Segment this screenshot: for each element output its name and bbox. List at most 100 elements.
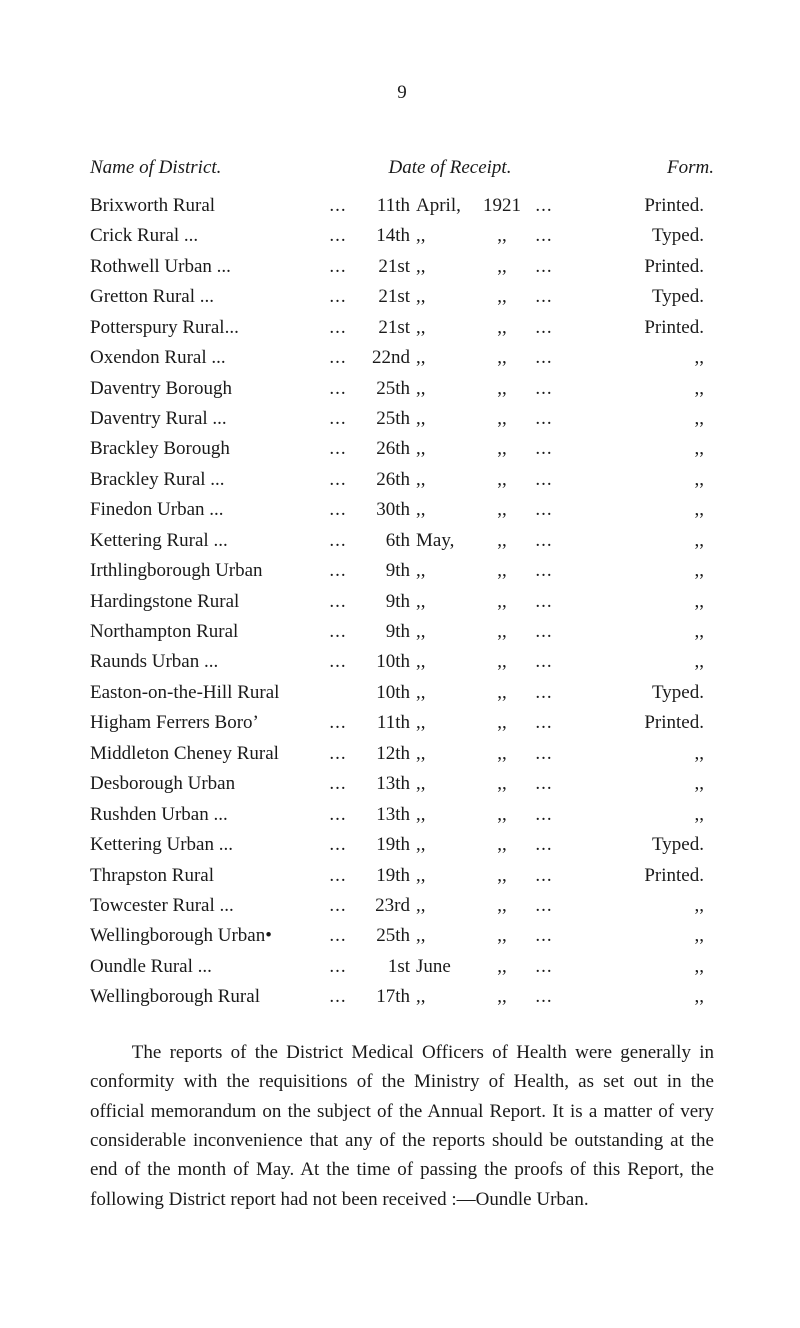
form-type: Printed. <box>564 313 714 342</box>
leader-dots: ... <box>524 739 564 768</box>
receipt-year: ,, <box>480 404 524 433</box>
header-form: Form. <box>570 153 714 182</box>
table-header-row: Name of District. Date of Receipt. Form. <box>90 153 714 182</box>
leader-dots: ... <box>320 800 356 829</box>
leader-dots: ... <box>524 678 564 707</box>
receipt-month: ,, <box>412 617 480 646</box>
receipt-year: ,, <box>480 678 524 707</box>
form-type: ,, <box>564 434 714 463</box>
receipt-day: 21st <box>356 313 412 342</box>
receipt-year: ,, <box>480 252 524 281</box>
table-row: Kettering Urban ......19th,,,,...Typed. <box>90 830 714 859</box>
form-type: ,, <box>564 921 714 950</box>
district-name: Finedon Urban ... <box>90 495 320 524</box>
header-name: Name of District. <box>90 153 330 182</box>
receipt-year: ,, <box>480 495 524 524</box>
table-row: Brackley Rural ......26th,,,,...,, <box>90 465 714 494</box>
receipt-year: ,, <box>480 282 524 311</box>
receipt-day: 12th <box>356 739 412 768</box>
leader-dots: ... <box>524 221 564 250</box>
form-type: Typed. <box>564 678 714 707</box>
receipt-day: 26th <box>356 465 412 494</box>
district-name: Higham Ferrers Boro’ <box>90 708 320 737</box>
receipt-year: ,, <box>480 374 524 403</box>
receipt-month: ,, <box>412 465 480 494</box>
receipt-month: ,, <box>412 921 480 950</box>
form-type: ,, <box>564 952 714 981</box>
receipt-day: 19th <box>356 861 412 890</box>
receipt-year: ,, <box>480 708 524 737</box>
form-type: ,, <box>564 617 714 646</box>
receipt-year: ,, <box>480 769 524 798</box>
district-table: Brixworth Rural...11thApril,1921...Print… <box>90 191 714 1012</box>
form-type: ,, <box>564 526 714 555</box>
receipt-year: ,, <box>480 221 524 250</box>
leader-dots: ... <box>320 526 356 555</box>
receipt-day: 17th <box>356 982 412 1011</box>
table-row: Gretton Rural ......21st,,,,...Typed. <box>90 282 714 311</box>
leader-dots: ... <box>320 891 356 920</box>
leader-dots: ... <box>524 465 564 494</box>
leader-dots: ... <box>320 769 356 798</box>
receipt-month: ,, <box>412 343 480 372</box>
receipt-year: ,, <box>480 952 524 981</box>
leader-dots: ... <box>320 343 356 372</box>
leader-dots: ... <box>524 404 564 433</box>
receipt-day: 9th <box>356 556 412 585</box>
leader-dots: ... <box>524 617 564 646</box>
receipt-month: June <box>412 952 480 981</box>
district-name: Northampton Rural <box>90 617 320 646</box>
table-row: Potterspury Rural......21st,,,,...Printe… <box>90 313 714 342</box>
receipt-day: 22nd <box>356 343 412 372</box>
leader-dots: ... <box>320 708 356 737</box>
district-name: Rothwell Urban ... <box>90 252 320 281</box>
table-row: Desborough Urban...13th,,,,...,, <box>90 769 714 798</box>
receipt-month: ,, <box>412 221 480 250</box>
table-row: Crick Rural ......14th,,,,...Typed. <box>90 221 714 250</box>
table-row: Hardingstone Rural...9th,,,,...,, <box>90 587 714 616</box>
receipt-year: ,, <box>480 465 524 494</box>
receipt-month: ,, <box>412 282 480 311</box>
district-name: Towcester Rural ... <box>90 891 320 920</box>
district-name: Kettering Rural ... <box>90 526 320 555</box>
leader-dots: ... <box>320 282 356 311</box>
district-name: Gretton Rural ... <box>90 282 320 311</box>
receipt-month: ,, <box>412 739 480 768</box>
leader-dots: ... <box>524 556 564 585</box>
leader-dots: ... <box>320 617 356 646</box>
receipt-month: ,, <box>412 374 480 403</box>
form-type: ,, <box>564 495 714 524</box>
table-row: Easton-on-the-Hill Rural10th,,,,...Typed… <box>90 678 714 707</box>
leader-dots: ... <box>524 587 564 616</box>
leader-dots: ... <box>524 343 564 372</box>
receipt-year: ,, <box>480 556 524 585</box>
district-name: Brixworth Rural <box>90 191 320 220</box>
leader-dots: ... <box>524 191 564 220</box>
table-row: Brixworth Rural...11thApril,1921...Print… <box>90 191 714 220</box>
receipt-month: ,, <box>412 769 480 798</box>
leader-dots: ... <box>524 830 564 859</box>
form-type: ,, <box>564 587 714 616</box>
leader-dots: ... <box>320 495 356 524</box>
receipt-month: ,, <box>412 982 480 1011</box>
receipt-year: ,, <box>480 739 524 768</box>
leader-dots: ... <box>524 313 564 342</box>
leader-dots: ... <box>524 374 564 403</box>
receipt-month: ,, <box>412 252 480 281</box>
leader-dots: ... <box>320 313 356 342</box>
page-number: 9 <box>90 78 714 107</box>
receipt-month: April, <box>412 191 480 220</box>
receipt-month: ,, <box>412 556 480 585</box>
form-type: Typed. <box>564 830 714 859</box>
leader-dots: ... <box>524 800 564 829</box>
receipt-day: 9th <box>356 587 412 616</box>
district-name: Oundle Rural ... <box>90 952 320 981</box>
district-name: Easton-on-the-Hill Rural <box>90 678 320 707</box>
leader-dots: ... <box>320 952 356 981</box>
receipt-day: 11th <box>356 191 412 220</box>
receipt-day: 21st <box>356 252 412 281</box>
district-name: Wellingborough Rural <box>90 982 320 1011</box>
district-name: Kettering Urban ... <box>90 830 320 859</box>
receipt-month: ,, <box>412 404 480 433</box>
table-row: Daventry Rural ......25th,,,,...,, <box>90 404 714 433</box>
